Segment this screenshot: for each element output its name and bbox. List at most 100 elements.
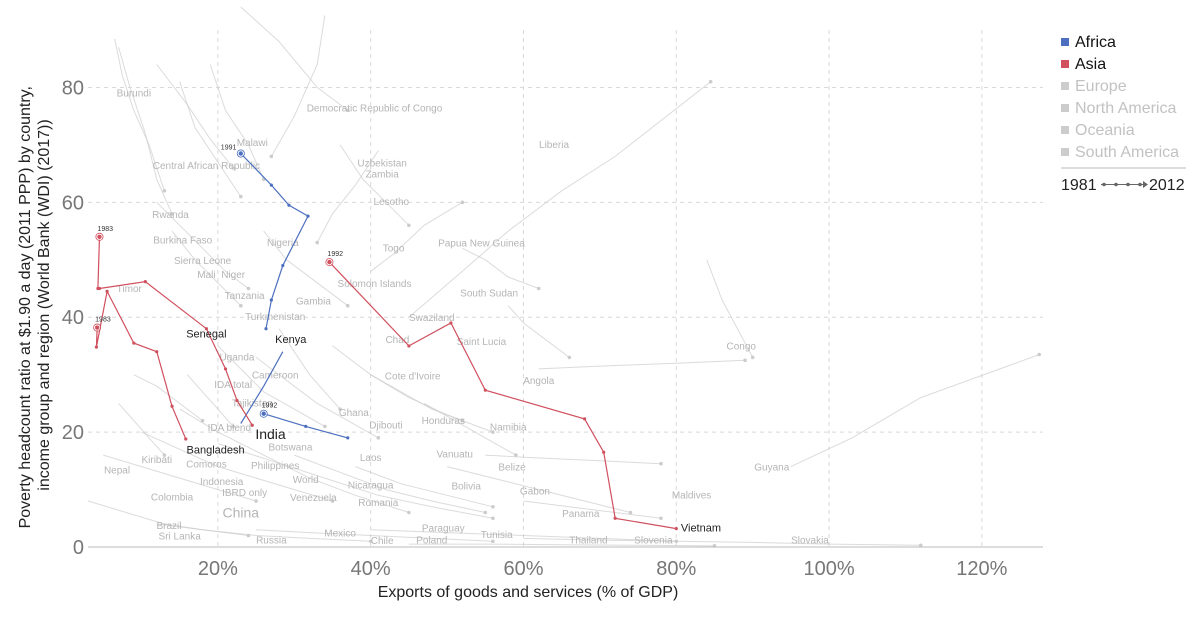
series-point	[235, 398, 239, 403]
background-country-point	[491, 504, 495, 509]
series-point	[184, 437, 188, 441]
background-country-point	[460, 418, 465, 423]
background-country-line	[118, 403, 165, 456]
background-country-line	[217, 345, 326, 427]
background-country-point	[628, 510, 633, 515]
background-country-point	[491, 539, 495, 544]
country-label: Angola	[523, 376, 555, 387]
country-label: Sri Lanka	[159, 532, 202, 543]
legend: Africa Asia Europe North America Oceania Sout…	[1061, 34, 1186, 194]
series-point	[264, 327, 268, 331]
legend-item[interactable]: Oceania	[1075, 122, 1135, 139]
country-label: Uganda	[219, 352, 254, 363]
timeline-dot	[1126, 182, 1130, 187]
background-country-point	[491, 430, 495, 434]
country-label: Nigeria	[267, 238, 299, 249]
series-start-year: 1983	[97, 226, 113, 233]
background-country-line	[141, 431, 333, 502]
legend-item[interactable]: Asia	[1075, 56, 1106, 73]
legend-item[interactable]: South America	[1075, 144, 1179, 161]
x-tick-label: 60%	[503, 558, 543, 580]
timeline-dot	[1102, 182, 1106, 187]
series-label-senegal: Senegal	[186, 328, 226, 340]
country-label: Mexico	[324, 529, 356, 540]
country-label: Slovenia	[634, 536, 673, 547]
country-label: Turkmenistan	[245, 312, 305, 323]
country-label: Mali	[197, 270, 215, 281]
background-country-line	[485, 454, 662, 465]
series-start-ring	[95, 232, 104, 241]
y-tick-label: 40	[62, 307, 84, 329]
background-country-point	[254, 499, 258, 503]
background-country-line	[240, 6, 349, 111]
series-point	[326, 259, 333, 266]
background-country-point	[743, 358, 747, 363]
legend-item[interactable]: Africa	[1075, 34, 1116, 51]
series-kenya: 1992 Kenya	[240, 334, 350, 440]
legend-item[interactable]: Europe	[1075, 78, 1127, 95]
legend-swatch[interactable]	[1061, 104, 1069, 112]
background-country-point	[514, 453, 518, 457]
country-label: Colombia	[151, 492, 194, 503]
country-label: Timor	[117, 284, 143, 295]
background-country-line	[370, 201, 463, 272]
country-label: Guyana	[754, 463, 789, 474]
series-point	[143, 280, 147, 284]
background-country-point	[323, 424, 327, 429]
y-axis-title: Poverty headcount ratio at $1.90 a day (…	[17, 82, 53, 529]
country-label: Solomon Islands	[338, 279, 412, 290]
background-country-point	[460, 200, 465, 205]
country-label: South Sudan	[460, 289, 518, 300]
country-label: Malawi	[237, 138, 268, 149]
country-label: Saint Lucia	[457, 337, 507, 348]
legend-swatch[interactable]	[1061, 60, 1069, 68]
legend-item[interactable]: North America	[1075, 100, 1176, 117]
series-start-year: 1983	[95, 317, 111, 324]
x-axis-title: Exports of goods and services (% of GDP)	[378, 584, 679, 601]
country-label: Papua New Guinea	[438, 239, 525, 250]
background-country-line	[209, 64, 265, 180]
country-label: Nepal	[104, 465, 130, 476]
series-point	[613, 516, 617, 520]
background-country-point	[659, 461, 663, 466]
series-start-year: 1992	[327, 251, 343, 258]
background-country-line	[156, 523, 371, 542]
country-label: Nicaragua	[348, 480, 394, 491]
legend-swatch[interactable]	[1061, 126, 1069, 134]
background-country-point	[918, 543, 923, 548]
background-country-point	[368, 539, 373, 544]
legend-swatch[interactable]	[1061, 38, 1069, 46]
country-label: Namibia	[490, 422, 527, 433]
timeline-dot	[1114, 182, 1118, 187]
series-point	[237, 150, 244, 157]
axis-layer: Exports of goods and services (% of GDP)…	[17, 82, 1043, 601]
background-country-point	[200, 418, 205, 423]
series-line	[99, 280, 253, 426]
background-country-line	[706, 259, 754, 358]
legend-swatch[interactable]	[1061, 148, 1069, 156]
series-line	[328, 261, 677, 530]
legend-swatch[interactable]	[1061, 82, 1069, 90]
y-tick-label: 80	[62, 77, 84, 99]
timeline-arrow-icon	[1143, 181, 1148, 188]
country-label: Panama	[562, 509, 600, 520]
country-label: Botswana	[268, 442, 312, 453]
background-country-line	[255, 357, 379, 439]
timeline-end-label: 2012	[1149, 177, 1185, 194]
country-label: World	[293, 475, 319, 486]
timeline-dot	[1138, 182, 1142, 187]
country-label: Poland	[416, 536, 447, 547]
background-country-point	[338, 407, 342, 411]
background-country-line	[278, 328, 341, 410]
background-country-point	[659, 516, 663, 521]
country-label: Laos	[360, 453, 382, 464]
series-line	[97, 236, 101, 289]
x-tick-label: 100%	[804, 558, 855, 580]
series-start-ring	[325, 258, 334, 267]
background-country-line	[355, 466, 494, 508]
grid-layer: 20% 40% 60% 80% 100% 120% 0 20 40 60 80	[62, 30, 1043, 580]
series-label: Vietnam	[681, 522, 721, 534]
country-label: Romania	[358, 498, 398, 509]
background-country-line	[339, 144, 410, 226]
